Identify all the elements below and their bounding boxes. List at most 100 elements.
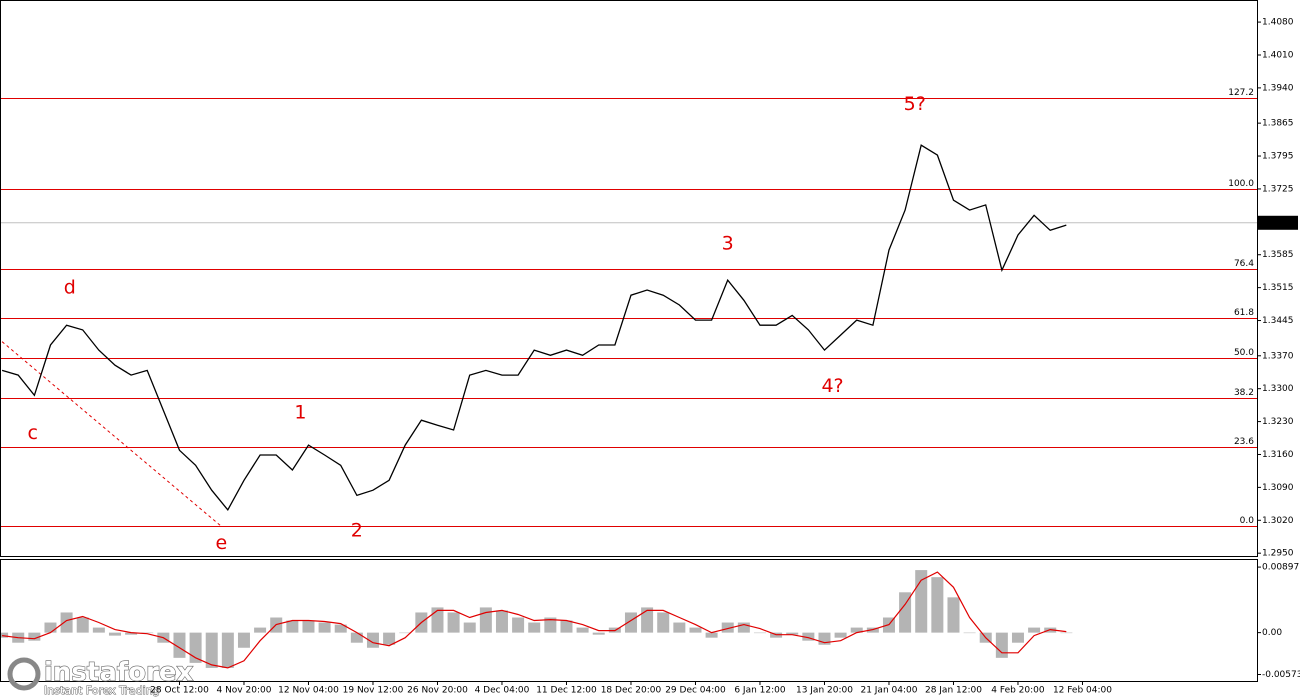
- histogram-bar: [737, 622, 750, 633]
- histogram-bar: [786, 632, 799, 635]
- histogram-bar: [479, 607, 492, 633]
- price-pane-frame: [0, 0, 1258, 557]
- histogram-bar: [560, 620, 573, 633]
- wave-label: 1: [294, 402, 306, 424]
- wave-label: 5?: [904, 93, 926, 115]
- x-tick-label: 12 Feb 04:00: [1053, 686, 1112, 696]
- histogram-bar: [463, 622, 476, 633]
- histogram-bar: [899, 592, 912, 633]
- histogram-bar: [286, 620, 299, 633]
- x-tick-label: 18 Dec 20:00: [601, 686, 662, 696]
- x-tick-label: 12 Nov 04:00: [278, 686, 339, 696]
- x-tick-label: 4 Nov 20:00: [216, 686, 271, 696]
- histogram-bar: [141, 632, 154, 634]
- fib-level-label: 38.2: [1234, 388, 1254, 398]
- histogram-bar: [205, 632, 218, 668]
- histogram-bar: [641, 607, 654, 633]
- y-tick-label: 1.3300: [1262, 384, 1294, 394]
- histogram-bar: [721, 622, 734, 633]
- fib-level-label: 76.4: [1234, 259, 1254, 269]
- histogram-bar: [689, 627, 702, 633]
- histogram-bar: [512, 617, 525, 633]
- brand-name: instaforex: [44, 658, 194, 688]
- histogram-bar: [221, 632, 234, 668]
- histogram-bar: [173, 632, 186, 658]
- histogram-bar: [528, 622, 541, 633]
- logo-icon: [7, 657, 41, 691]
- wave-label: d: [64, 277, 76, 299]
- histogram-bar: [318, 622, 331, 633]
- histogram-bar: [1011, 632, 1024, 643]
- price-line: [1, 144, 1067, 512]
- y-tick-label: 1.3230: [1262, 417, 1294, 427]
- x-tick-label: 6 Jan 12:00: [734, 686, 786, 696]
- histogram-bar: [44, 622, 57, 633]
- fib-level-label: 0.0: [1240, 516, 1255, 526]
- histogram-bar: [92, 627, 105, 633]
- y-tick-label: 0.00: [1262, 628, 1282, 638]
- y-tick-label: 1.3585: [1262, 250, 1294, 260]
- y-tick-label: 1.2950: [1262, 549, 1294, 559]
- histogram-bar: [350, 632, 363, 643]
- histogram-bar: [0, 632, 9, 638]
- x-tick-label: 28 Jan 12:00: [925, 686, 982, 696]
- histogram-bar: [108, 632, 121, 636]
- histogram-bar: [834, 632, 847, 638]
- signal-line: [2, 571, 1067, 669]
- last-price-box: [1258, 215, 1298, 230]
- y-tick-label: 1.3090: [1262, 483, 1294, 493]
- y-tick-label: 1.3445: [1262, 316, 1294, 326]
- wave-label: 2: [351, 520, 363, 542]
- indicator-pane-frame: [0, 559, 1258, 682]
- histogram-bar: [76, 617, 89, 633]
- histogram-bar: [576, 627, 589, 633]
- watermark: instaforex Instant Forex Trading: [7, 657, 194, 698]
- histogram-bar: [657, 612, 670, 633]
- x-tick-label: 13 Jan 20:00: [796, 686, 853, 696]
- y-tick-label: 1.3795: [1262, 152, 1294, 162]
- x-tick-label: 26 Nov 20:00: [407, 686, 468, 696]
- y-tick-label: 1.3940: [1262, 83, 1294, 93]
- x-tick-label: 28 Oct 12:00: [150, 686, 209, 696]
- histogram-bar: [947, 597, 960, 633]
- histogram-bar: [366, 632, 379, 648]
- fib-level-label: 23.6: [1234, 437, 1254, 447]
- x-tick-label: 21 Jan 04:00: [860, 686, 917, 696]
- histogram-bar: [753, 632, 766, 634]
- histogram-bar: [995, 632, 1008, 658]
- histogram-bar: [544, 617, 557, 633]
- brand-tagline: Instant Forex Trading: [44, 684, 160, 697]
- histogram-bar: [334, 624, 347, 633]
- histogram-bar: [802, 632, 815, 641]
- fib-level-label: 127.2: [1228, 88, 1254, 98]
- histogram-bar: [931, 577, 944, 633]
- histogram-bar: [1028, 627, 1041, 633]
- y-tick-label: 1.3515: [1262, 283, 1294, 293]
- histogram-bar: [383, 632, 396, 645]
- x-tick-label: 11 Dec 12:00: [536, 686, 597, 696]
- x-tick-label: 4 Feb 20:00: [991, 686, 1045, 696]
- wave-label: c: [28, 422, 38, 444]
- y-tick-label: 1.4010: [1262, 50, 1294, 60]
- y-tick-label: -0.00573: [1262, 670, 1300, 680]
- histogram-bar: [963, 632, 976, 634]
- last-price-label: 1.3653: [1262, 218, 1294, 228]
- wave-label: 3: [722, 232, 734, 254]
- histogram-bar: [915, 570, 928, 633]
- x-tick-label: 4 Dec 04:00: [475, 686, 530, 696]
- x-tick-label: 19 Nov 12:00: [343, 686, 404, 696]
- histogram-bar: [673, 622, 686, 633]
- x-tick-label: 29 Dec 04:00: [665, 686, 726, 696]
- histogram-bar: [302, 620, 315, 633]
- histogram-bar: [447, 612, 460, 633]
- wave-label: e: [216, 532, 228, 554]
- histogram-bar: [60, 612, 73, 633]
- histogram-bar: [28, 632, 41, 641]
- histogram-bar: [850, 627, 863, 633]
- histogram-bar: [495, 610, 508, 633]
- fib-level-label: 100.0: [1228, 179, 1254, 189]
- histogram-bar: [624, 612, 637, 633]
- histogram-bar: [1060, 632, 1073, 634]
- fib-level-label: 61.8: [1234, 308, 1254, 318]
